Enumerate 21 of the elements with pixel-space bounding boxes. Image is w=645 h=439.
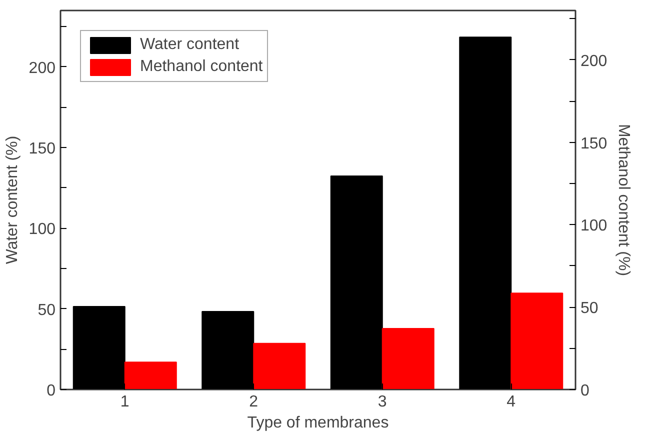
y-tick-label: 50 — [38, 302, 56, 319]
y-tick-label: 0 — [46, 382, 56, 400]
y2-tick-label: 0 — [580, 382, 590, 400]
y-tick-label: 150 — [28, 140, 56, 158]
legend-label: Water content — [140, 36, 240, 54]
y2-tick-label: 200 — [580, 52, 608, 70]
bar — [510, 292, 564, 390]
y2-tick-label: 150 — [580, 135, 608, 152]
y-tick-label: 100 — [28, 221, 56, 238]
y-axis-title: Water content (%) — [4, 136, 21, 264]
x-tick-label: 4 — [506, 394, 516, 410]
x-tick-label: 2 — [249, 394, 258, 410]
legend-label: Methanol content — [140, 58, 263, 76]
y2-axis-title: Methanol content (%) — [615, 124, 632, 276]
bar — [382, 328, 434, 390]
y2-tick-label: 50 — [580, 300, 598, 318]
x-tick-label: 3 — [378, 394, 387, 410]
x-tick-label: 1 — [120, 394, 130, 410]
y2-tick-label: 100 — [580, 218, 608, 235]
x-axis-title: Type of membranes — [247, 414, 389, 432]
y-tick-label: 200 — [28, 60, 56, 77]
